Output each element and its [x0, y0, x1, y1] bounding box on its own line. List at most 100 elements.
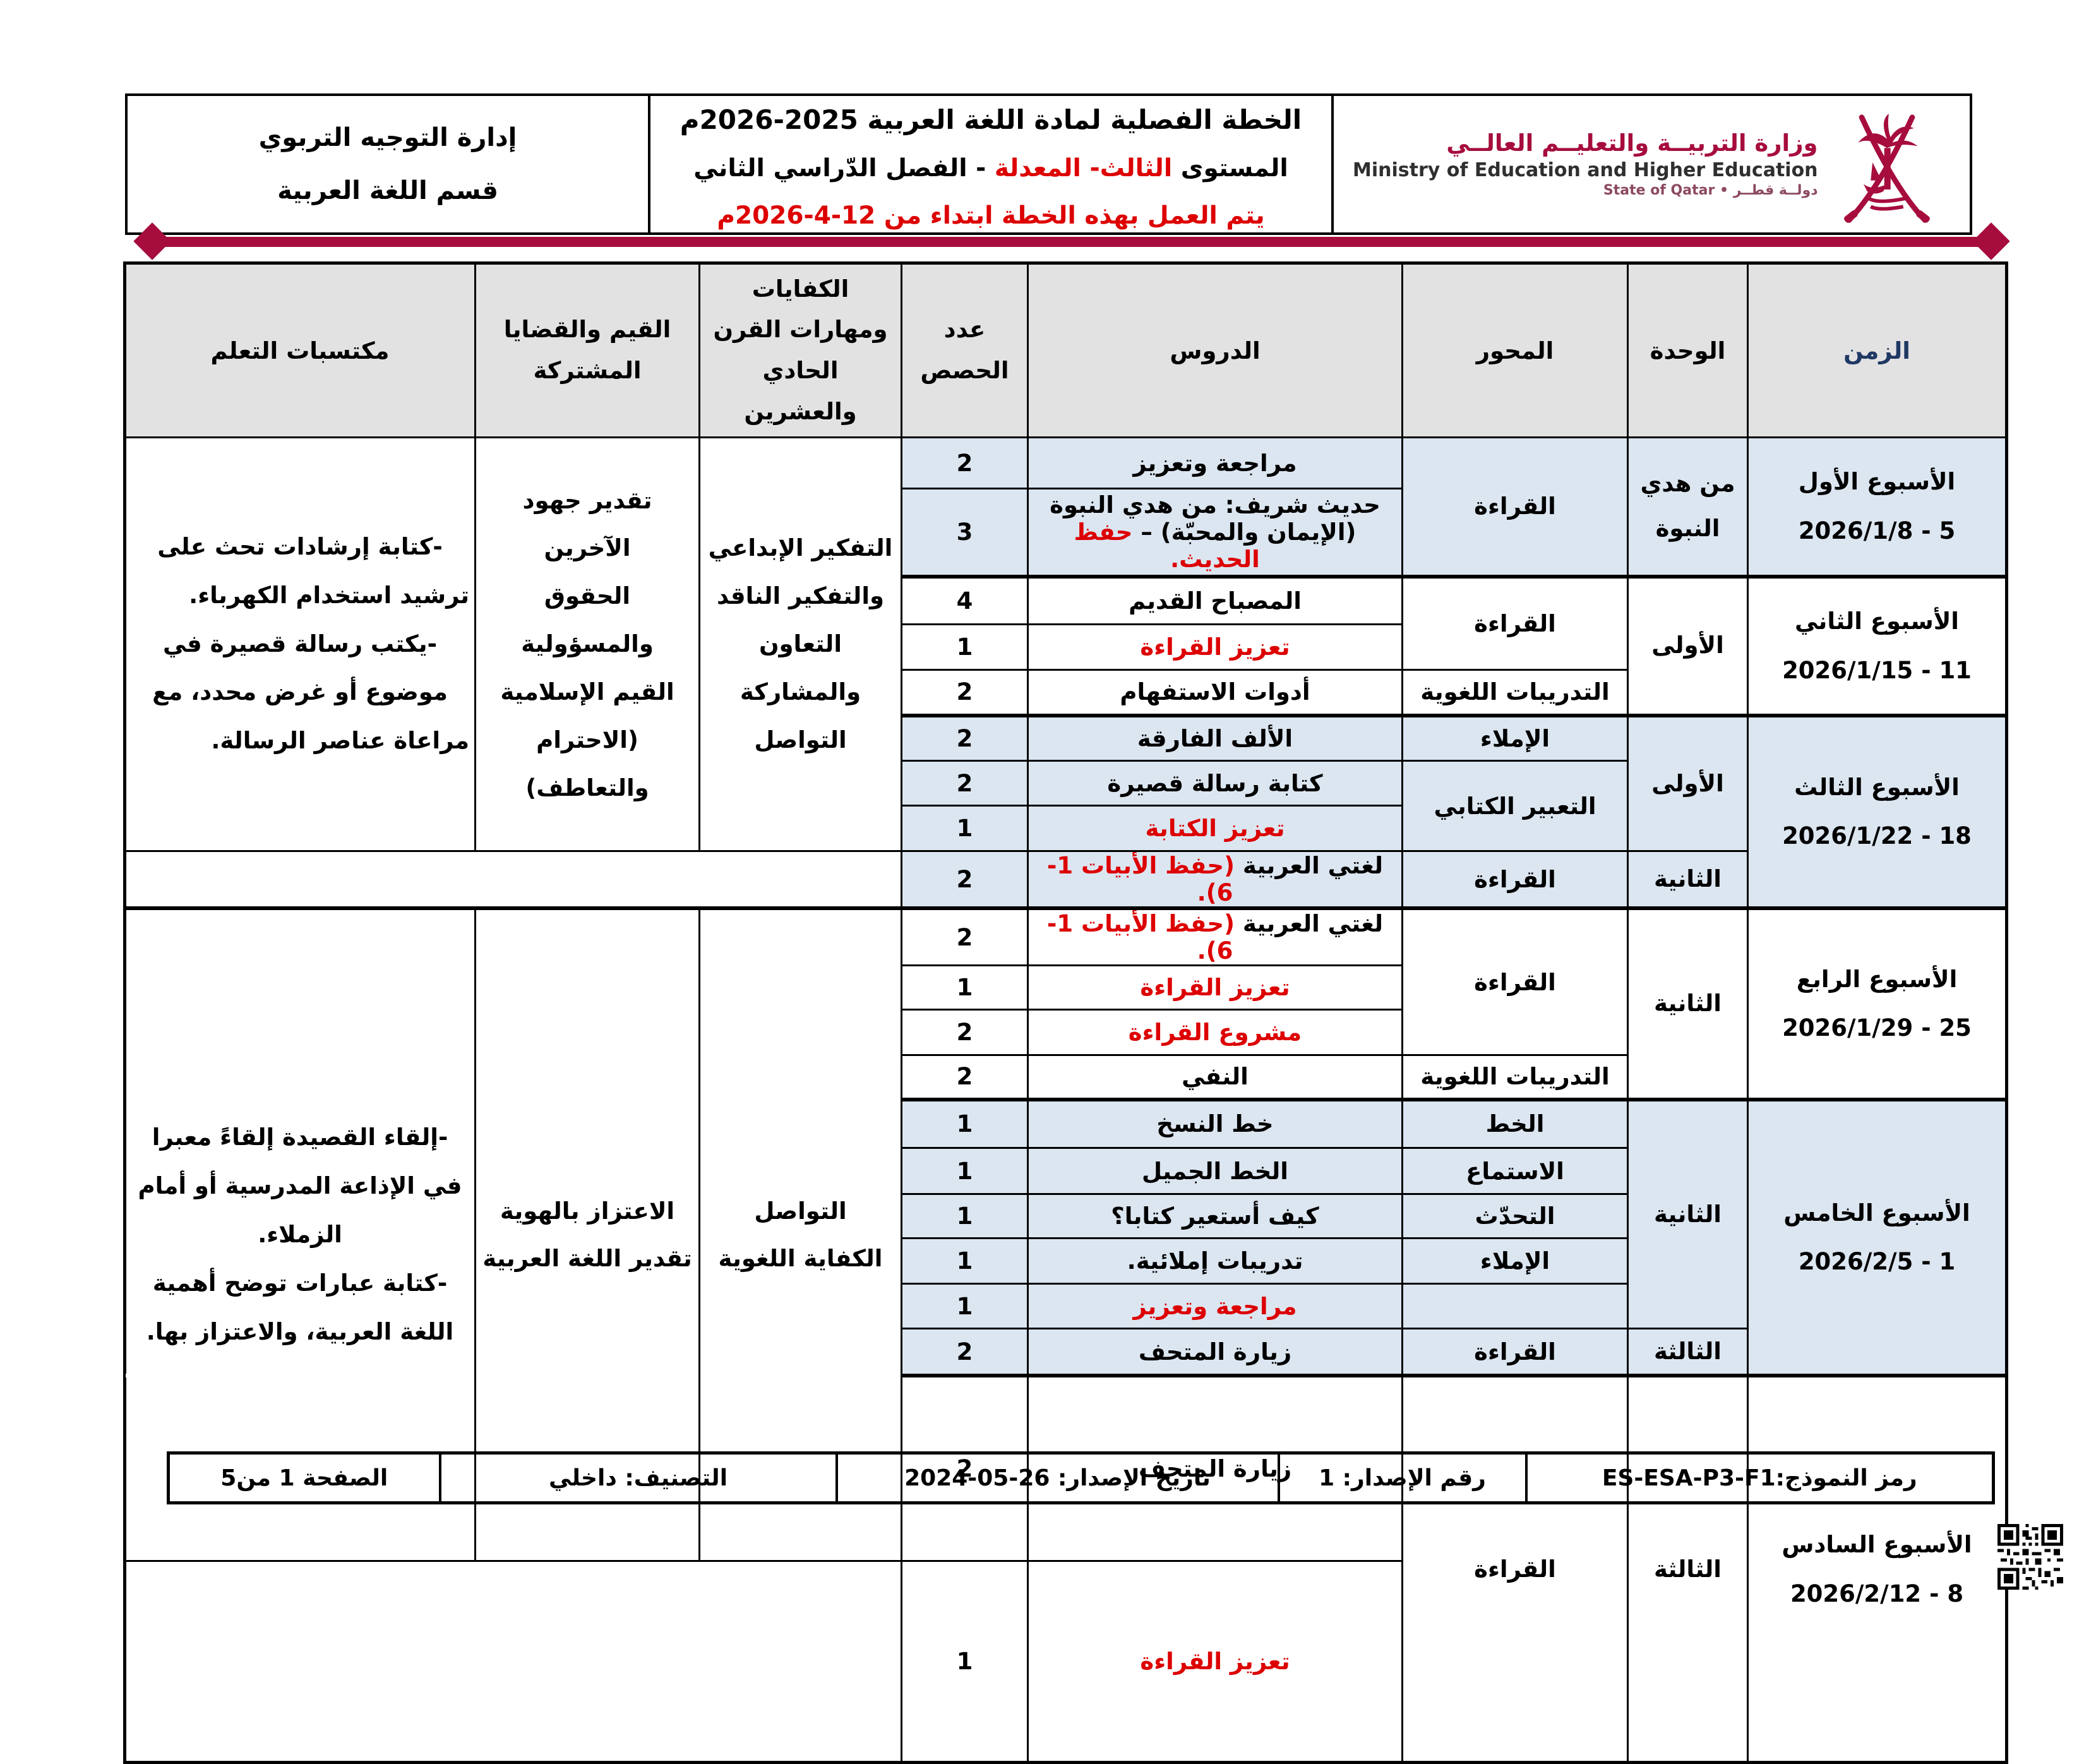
lesson-cell: مراجعة وتعزيز	[1027, 436, 1403, 489]
ministry-name-en: Ministry of Education and Higher Educati…	[1353, 159, 1818, 181]
table-row: الأسبوع الثاني 11 - 2026/1/15 الأولى القر…	[125, 574, 2008, 716]
lesson-cell: حديث شريف: من هدي النبوة (الإيمان والمحب…	[1027, 488, 1403, 579]
week5-time: الأسبوع الخامس 1 - 2026/2/5	[1747, 1097, 2008, 1377]
title-box: الخطة الفصلية لمادة اللغة العربية 2025-2…	[648, 96, 1331, 232]
ministry-logo-box: وزارة التربيــة والتعليــم العالــي Mini…	[1331, 96, 1970, 232]
table-row: مراجعة وتعزيز 1	[125, 1283, 2007, 1329]
periods-cell: 1	[901, 964, 1029, 1011]
issue-number: رقم الإصدار: 1	[1277, 1451, 1528, 1504]
table-row: الثانية القراءة لغتي العربية (حفظ الأبيا…	[125, 850, 2007, 910]
unit-cell: الثانية	[1627, 850, 1749, 910]
table-row: الأسبوع الرابع 25 - 2026/1/29 الثانية الق…	[124, 906, 2008, 1562]
ministry-name-ar: وزارة التربيــة والتعليــم العالــي	[1446, 129, 1818, 157]
col-header-axis: المحور	[1401, 262, 1629, 438]
table-row: تعزيز الكتابة 1	[125, 805, 2007, 852]
document-footer: رمز النموذج:ES-ESA-P3-F1 رقم الإصدار: 1 …	[167, 1451, 1995, 1504]
footer-row: رمز النموذج:ES-ESA-P3-F1 رقم الإصدار: 1 …	[167, 1451, 1995, 1504]
outcomes-block-a: -كتابة إرشادات تحث على ترشيد استخدام الك…	[124, 436, 476, 852]
qr-code-icon	[1997, 1524, 2063, 1590]
table-row: تعزيز القراءة 1	[125, 623, 2007, 671]
maroon-divider	[133, 222, 2010, 260]
table-row: الثالثة القراءة زيارة المتحف 2	[125, 1328, 2007, 1378]
lesson-cell: الخط الجميل	[1027, 1147, 1403, 1195]
lesson-cell: تعزيز القراءة	[1027, 623, 1403, 671]
table-row: التدريبات اللغوية أدوات الاستفهام 2	[125, 669, 2007, 717]
axis-cell: التدريبات اللغوية	[1401, 669, 1629, 717]
lesson-cell: المصباح القديم	[1027, 574, 1403, 625]
weekly-plan-table: الزمن الوحدة المحور الدروس عدد الحصص الك…	[123, 261, 2008, 1764]
col-header-competencies: الكفايات ومهارات القرن الحادي والعشرين	[698, 262, 902, 438]
periods-cell: 2	[901, 669, 1029, 717]
table-row: مشروع القراءة 2	[125, 1009, 2007, 1056]
axis-cell: التعبير الكتابي	[1401, 760, 1629, 852]
col-header-lessons: الدروس	[1027, 262, 1403, 438]
table-row: التعبير الكتابي كتابة رسالة قصيرة 2	[125, 760, 2007, 852]
periods-cell: 4	[901, 574, 1029, 625]
lesson-cell: مشروع القراءة	[1027, 1009, 1403, 1056]
periods-cell: 2	[901, 1054, 1029, 1101]
lesson-cell: النفي	[1027, 1054, 1403, 1101]
issue-date: تاريخ الإصدار: 26-05-2024	[835, 1451, 1280, 1504]
col-header-unit: الوحدة	[1627, 262, 1749, 438]
periods-cell: 2	[901, 760, 1029, 807]
periods-cell: 1	[901, 1193, 1029, 1239]
lesson-cell: لغتي العربية (حفظ الأبيات 1-6).	[1027, 850, 1403, 910]
axis-cell: القراءة	[1401, 850, 1629, 910]
table-row: التدريبات اللغوية النفي 2	[125, 1054, 2007, 1101]
table-header-row: الزمن الوحدة المحور الدروس عدد الحصص الك…	[124, 262, 2008, 438]
diamond-icon	[1972, 222, 2010, 260]
week2-unit: الأولى	[1627, 574, 1749, 716]
lesson-cell: مراجعة وتعزيز	[1027, 1283, 1403, 1329]
department-line1: إدارة التوجيه التربوي	[258, 123, 517, 152]
periods-cell: 3	[901, 488, 1029, 579]
lesson-cell: كيف أستعير كتابا؟	[1027, 1193, 1403, 1239]
table-row: الأسبوع الثالث 18 - 2026/1/22 الأولى الإم…	[125, 713, 2008, 909]
state-of-qatar: دولــة قطــر • State of Qatar	[1603, 183, 1818, 199]
lesson-cell: أدوات الاستفهام	[1027, 669, 1403, 717]
axis-cell: القراءة	[1401, 574, 1629, 671]
values-block-a: تقدير جهود الآخرين الحقوق والمسؤولية الق…	[474, 436, 700, 852]
week1-unit: من هدي النبوة	[1627, 436, 1749, 577]
col-header-periods: عدد الحصص	[901, 262, 1029, 438]
lesson-cell: الألف الفارقة	[1027, 713, 1403, 762]
periods-cell: 1	[901, 1559, 1029, 1764]
plan-effective-date: يتم العمل بهذه الخطة ابتداء من 12-4-2026…	[717, 201, 1265, 230]
axis-cell: الإملاء	[1401, 713, 1629, 762]
unit-cell: الثالثة	[1627, 1328, 1749, 1378]
axis-cell	[1401, 1283, 1629, 1329]
periods-cell: 1	[901, 805, 1029, 852]
periods-cell: 2	[901, 906, 1029, 966]
table-row: التحدّث كيف أستعير كتابا؟ 1	[125, 1193, 2007, 1239]
periods-cell: 1	[901, 1283, 1029, 1329]
document-page: { "header": { "department": { "line1": "…	[123, 93, 2063, 1764]
department-line2: قسم اللغة العربية	[277, 176, 498, 205]
department-box: إدارة التوجيه التربوي قسم اللغة العربية	[128, 96, 648, 232]
col-header-outcomes: مكتسبات التعلم	[124, 262, 476, 438]
lesson-cell: خط النسخ	[1027, 1097, 1403, 1149]
axis-cell: القراءة	[1401, 1328, 1629, 1378]
lesson-cell: تدريبات إملائية.	[1027, 1237, 1403, 1285]
ministry-emblem-icon	[1843, 114, 1930, 223]
plan-subtitle: المستوى الثالث- المعدلة - الفصل الدّراسي…	[693, 154, 1288, 183]
lesson-cell: تعزيز القراءة	[1027, 964, 1403, 1011]
periods-cell: 2	[901, 1328, 1029, 1378]
competencies-block-a: التفكير الإبداعي والتفكير الناقد التعاون…	[698, 436, 902, 852]
axis-cell: الخط	[1401, 1097, 1629, 1149]
axis-cell: القراءة	[1401, 1374, 1629, 1764]
table-row: تعزيز القراءة 1	[125, 964, 2007, 1011]
week4-time: الأسبوع الرابع 25 - 2026/1/29	[1747, 906, 2008, 1100]
periods-cell: 1	[901, 1147, 1029, 1195]
axis-cell: الإملاء	[1401, 1237, 1629, 1285]
week4-unit: الثانية	[1627, 906, 1749, 1100]
plan-title: الخطة الفصلية لمادة اللغة العربية 2025-2…	[680, 104, 1302, 135]
page-header: إدارة التوجيه التربوي قسم اللغة العربية …	[125, 93, 1972, 235]
week3-unit: الأولى	[1627, 713, 1749, 852]
axis-cell: القراءة	[1401, 906, 1629, 1056]
week1-time: الأسبوع الأول 5 - 2026/1/8	[1747, 436, 2008, 577]
axis-cell: التحدّث	[1401, 1193, 1629, 1239]
week2-time: الأسبوع الثاني 11 - 2026/1/15	[1747, 574, 2008, 716]
week5-unit: الثانية	[1627, 1097, 1749, 1329]
table-row: حديث شريف: من هدي النبوة (الإيمان والمحب…	[125, 488, 2007, 579]
week6-time: الأسبوع السادس 8 - 2026/2/12	[1747, 1374, 2008, 1764]
week3-time: الأسبوع الثالث 18 - 2026/1/22	[1747, 713, 2008, 909]
